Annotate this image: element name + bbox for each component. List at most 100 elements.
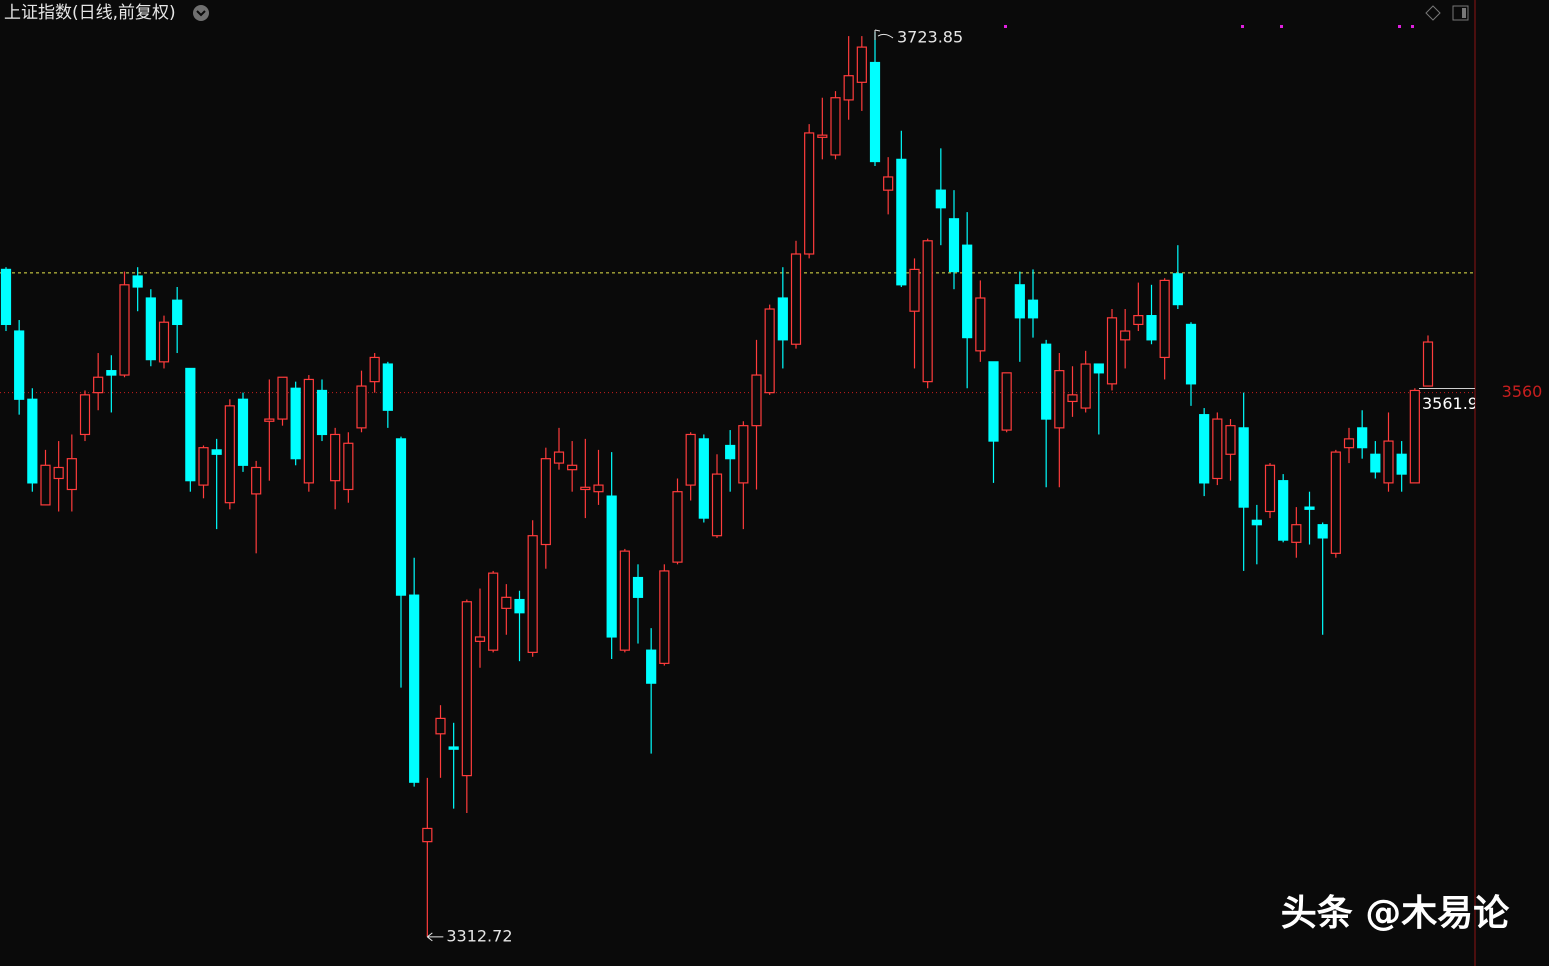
candle-body bbox=[843, 75, 854, 101]
signal-dot bbox=[1411, 25, 1414, 28]
candle-body bbox=[830, 97, 841, 156]
min-arrow bbox=[427, 932, 444, 942]
candle-body bbox=[1027, 299, 1039, 319]
candle-body bbox=[79, 394, 91, 436]
candle-body bbox=[856, 46, 867, 83]
candle-body bbox=[1422, 341, 1434, 387]
candle-body bbox=[790, 253, 802, 345]
last-price-label: 3561.9 bbox=[1422, 394, 1478, 413]
candle-body bbox=[93, 376, 104, 394]
candle-body bbox=[1396, 453, 1407, 475]
candle-body bbox=[369, 356, 380, 383]
candle-body bbox=[975, 297, 986, 352]
candle-body bbox=[659, 570, 670, 664]
candle-body bbox=[303, 378, 314, 484]
candle-body bbox=[422, 827, 433, 843]
candle-body bbox=[922, 240, 933, 383]
candle-body bbox=[1330, 451, 1341, 554]
candle-body bbox=[1133, 315, 1144, 326]
candle-body bbox=[1014, 284, 1025, 319]
candle-body bbox=[1383, 440, 1394, 484]
candle-body bbox=[725, 444, 736, 460]
candle-body bbox=[527, 535, 538, 653]
max-arrow bbox=[874, 29, 894, 41]
candle-body bbox=[1067, 394, 1078, 403]
candle-body bbox=[0, 268, 12, 326]
candle-body bbox=[804, 132, 815, 255]
candle-body bbox=[1212, 418, 1223, 480]
dropdown-arrow bbox=[196, 10, 206, 17]
candle-body bbox=[711, 473, 723, 537]
candle-body bbox=[1093, 363, 1104, 374]
candle-body bbox=[567, 464, 578, 471]
candle-body bbox=[172, 299, 183, 326]
panel-icon[interactable] bbox=[1452, 5, 1469, 21]
candle-body bbox=[1080, 363, 1091, 409]
candle-body bbox=[1106, 317, 1118, 385]
candle-body bbox=[580, 486, 591, 491]
candle-body bbox=[316, 389, 328, 436]
candle-body bbox=[237, 398, 249, 466]
candle-body bbox=[540, 458, 551, 546]
signal-dot bbox=[1398, 25, 1401, 28]
signal-dot bbox=[1280, 25, 1283, 28]
candle-body bbox=[461, 601, 472, 777]
candle-body bbox=[501, 596, 512, 609]
candle-body bbox=[1291, 524, 1302, 543]
candle-body bbox=[817, 134, 828, 138]
candle-body bbox=[474, 636, 486, 642]
candle-body bbox=[619, 550, 630, 651]
candle-body bbox=[1343, 438, 1355, 449]
candle-body bbox=[553, 451, 565, 464]
candle-body bbox=[869, 61, 881, 163]
candle-body bbox=[290, 387, 301, 460]
candle-body bbox=[764, 308, 775, 394]
candle-body bbox=[158, 321, 170, 363]
candle-body bbox=[685, 433, 696, 486]
candle-body bbox=[962, 244, 973, 339]
candle-body bbox=[1054, 370, 1065, 429]
candle-body bbox=[14, 330, 25, 400]
candle-body bbox=[1159, 279, 1170, 359]
candle-body bbox=[646, 649, 657, 684]
candle-body bbox=[606, 495, 617, 638]
candle-body bbox=[1357, 427, 1368, 449]
candle-body bbox=[185, 367, 196, 482]
candle-body bbox=[343, 442, 354, 491]
min-label: 3312.72 bbox=[446, 926, 512, 945]
candle-body bbox=[382, 363, 393, 411]
candle-body bbox=[1001, 372, 1012, 431]
candle-body bbox=[988, 361, 999, 442]
candle-body bbox=[883, 176, 894, 191]
candle-body bbox=[1120, 330, 1131, 341]
candle-body bbox=[751, 374, 762, 427]
candle-body bbox=[40, 464, 51, 506]
candle-body bbox=[119, 284, 130, 376]
candle-body bbox=[488, 572, 499, 651]
candle-body bbox=[448, 746, 459, 750]
candle-body bbox=[1238, 427, 1249, 508]
candle-body bbox=[211, 449, 222, 455]
candle-body bbox=[738, 425, 749, 484]
candle-body bbox=[1041, 343, 1052, 420]
candle-body bbox=[1317, 524, 1328, 539]
candle-body bbox=[896, 158, 907, 286]
candle-body bbox=[106, 370, 117, 376]
candle-body bbox=[948, 218, 960, 273]
candle-body bbox=[1409, 389, 1420, 484]
candle-body bbox=[224, 405, 235, 504]
candle-body bbox=[264, 418, 275, 422]
candle-body bbox=[698, 438, 709, 519]
signal-dot bbox=[1241, 25, 1244, 28]
candle-body bbox=[27, 398, 38, 484]
candle-body bbox=[1146, 315, 1157, 341]
candle-body bbox=[777, 297, 788, 341]
dropdown-icon[interactable] bbox=[193, 5, 209, 21]
candle-body bbox=[1199, 414, 1210, 484]
candle-body bbox=[632, 576, 644, 598]
diamond-icon[interactable] bbox=[1425, 5, 1441, 21]
candle-body bbox=[409, 594, 420, 783]
candle-body bbox=[395, 438, 407, 596]
